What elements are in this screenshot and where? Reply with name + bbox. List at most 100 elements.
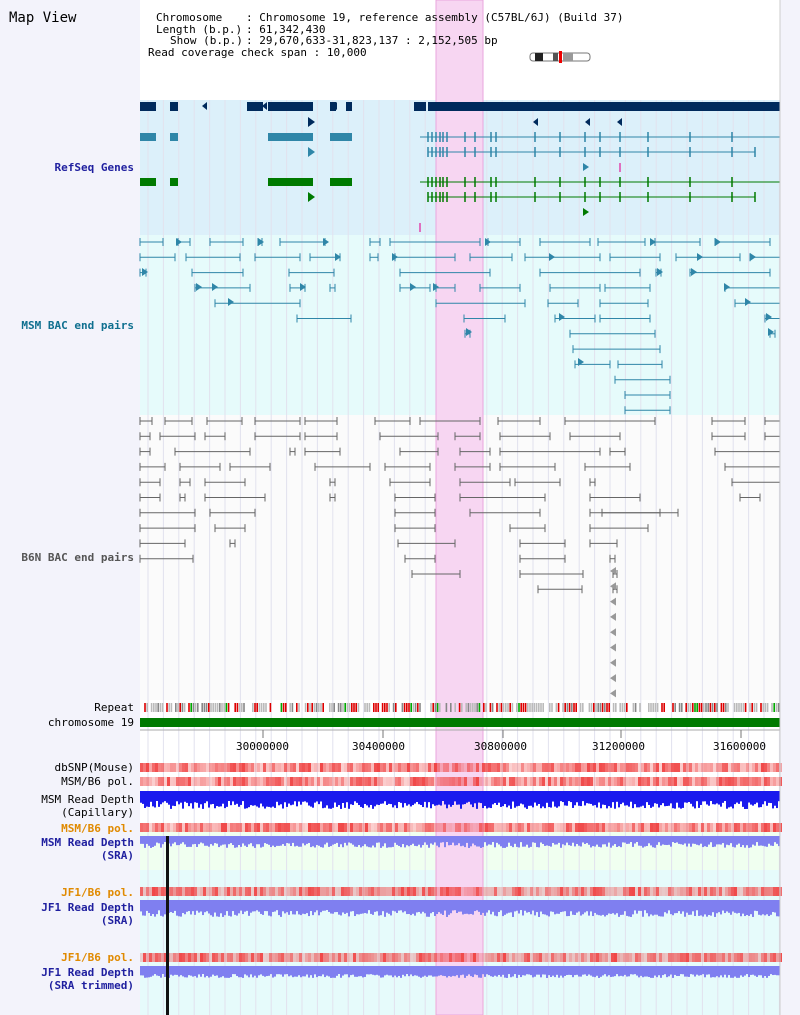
- msm-b6-pol-heat: [425, 777, 428, 786]
- jf1-sra-depth-bar: [320, 900, 322, 913]
- jf1-b6-pol-heat: [773, 887, 776, 896]
- msm-sra-depth-bar: [324, 836, 326, 845]
- jf1-b6-pol-2-heat: [224, 953, 227, 962]
- jf1-b6-pol-heat: [236, 887, 239, 896]
- msm-capillary-depth-bar: [692, 791, 694, 807]
- msm-capillary-depth-bar: [580, 791, 582, 807]
- track-label-msm-bac-end-pairs[interactable]: MSM BAC end pairs: [21, 319, 134, 332]
- repeat-element: [458, 703, 461, 712]
- msm-b6-pol-orange-heat: [248, 823, 251, 832]
- repeat-element: [320, 703, 322, 712]
- jf1-b6-pol-heat: [344, 887, 347, 896]
- jf1-sra-depth-bar: [160, 900, 162, 916]
- jf1-sra-depth-bar: [568, 900, 570, 917]
- msm-capillary-depth-bar: [232, 791, 234, 802]
- repeat-element: [566, 703, 569, 712]
- jf1-sra-depth-bar: [598, 900, 600, 916]
- track-label-refseq-genes[interactable]: RefSeq Genes: [54, 161, 134, 174]
- jf1-b6-pol-heat: [683, 887, 686, 896]
- jf1-sra-depth-bar: [582, 900, 584, 915]
- msm-capillary-depth-bar: [284, 791, 286, 803]
- repeat-element: [714, 703, 716, 712]
- jf1-trimmed-depth-bar: [600, 966, 602, 977]
- msm-sra-depth-bar: [210, 836, 212, 845]
- msm-b6-pol-orange-heat: [740, 823, 743, 832]
- jf1-sra-depth-bar: [242, 900, 244, 915]
- msm-b6-pol-heat: [623, 777, 626, 786]
- axis-tick-31200000: 31200000: [592, 740, 645, 753]
- jf1-sra-depth-bar: [480, 900, 482, 915]
- jf1-b6-pol-heat: [398, 887, 401, 896]
- msm-sra-depth-bar: [526, 836, 528, 845]
- jf1-sra-depth-bar: [470, 900, 472, 914]
- jf1-trimmed-depth-bar: [180, 966, 182, 976]
- jf1-b6-pol-heat: [623, 887, 626, 896]
- jf1-trimmed-depth-bar: [376, 966, 378, 975]
- msm-sra-depth-bar: [268, 836, 270, 845]
- jf1-trimmed-depth-bar: [778, 966, 780, 976]
- jf1-trimmed-depth-bar: [232, 966, 234, 975]
- jf1-trimmed-depth-bar: [458, 966, 460, 978]
- msm-b6-pol-heat: [707, 777, 710, 786]
- jf1-sra-depth-bar: [454, 900, 456, 911]
- dbsnp-heat: [350, 763, 353, 772]
- msm-b6-pol-heat: [320, 777, 323, 786]
- jf1-sra-depth-bar: [694, 900, 696, 917]
- msm-sra-depth-bar: [458, 836, 460, 844]
- jf1-trimmed-depth-bar: [648, 966, 650, 978]
- repeat-element: [672, 703, 674, 712]
- jf1-trimmed-depth-bar: [224, 966, 226, 978]
- jf1-trimmed-depth-bar: [718, 966, 720, 978]
- jf1-sra-depth-bar: [676, 900, 678, 914]
- msm-b6-pol-orange-heat: [659, 823, 662, 832]
- jf1-b6-pol-2-heat: [350, 953, 353, 962]
- msm-b6-pol-orange-heat: [620, 823, 623, 832]
- jf1-trimmed-depth-bar: [674, 966, 676, 975]
- jf1-b6-pol-2-heat: [545, 953, 548, 962]
- jf1-trimmed-depth-bar: [546, 966, 548, 978]
- jf1-trimmed-depth-bar: [474, 966, 476, 975]
- msm-capillary-depth-bar: [352, 791, 354, 805]
- msm-sra-depth-bar: [426, 836, 428, 845]
- jf1-trimmed-depth-bar: [676, 966, 678, 976]
- msm-b6-pol-heat: [749, 777, 752, 786]
- jf1-b6-pol-2-heat: [188, 953, 191, 962]
- jf1-trimmed-depth-bar: [216, 966, 218, 976]
- dbsnp-heat: [416, 763, 419, 772]
- msm-sra-depth-bar: [564, 836, 566, 846]
- jf1-sra-depth-bar: [566, 900, 568, 917]
- repeat-element: [656, 703, 659, 712]
- msm-capillary-depth-bar: [592, 791, 594, 806]
- track-label-b6n-bac-end-pairs[interactable]: B6N BAC end pairs: [21, 551, 134, 564]
- msm-capillary-depth-bar: [614, 791, 616, 809]
- jf1-trimmed-depth-bar: [746, 966, 748, 975]
- msm-capillary-depth-bar: [584, 791, 586, 806]
- jf1-trimmed-depth-bar: [308, 966, 310, 978]
- dbsnp-heat: [422, 763, 425, 772]
- msm-b6-pol-orange-heat: [155, 823, 158, 832]
- dbsnp-heat: [257, 763, 260, 772]
- jf1-sra-depth-bar: [232, 900, 234, 912]
- jf1-sra-depth-bar: [336, 900, 338, 913]
- jf1-b6-pol-2-heat: [548, 953, 551, 962]
- jf1-sra-depth-bar: [526, 900, 528, 913]
- jf1-sra-depth-bar: [738, 900, 740, 913]
- dbsnp-heat: [722, 763, 725, 772]
- msm-capillary-depth-bar: [428, 791, 430, 803]
- jf1-sra-depth-bar: [700, 900, 702, 916]
- repeat-element: [410, 703, 412, 712]
- msm-b6-pol-orange-heat: [239, 823, 242, 832]
- jf1-b6-pol-2-heat: [725, 953, 728, 962]
- dbsnp-heat: [176, 763, 179, 772]
- repeat-element: [542, 703, 544, 712]
- jf1-sra-depth-bar: [262, 900, 264, 915]
- repeat-element: [285, 703, 287, 712]
- jf1-sra-depth-bar: [718, 900, 720, 913]
- jf1-b6-pol-heat: [746, 887, 749, 896]
- msm-b6-pol-orange-heat: [404, 823, 407, 832]
- msm-sra-depth-bar: [648, 836, 650, 844]
- jf1-b6-pol-2-heat: [173, 953, 176, 962]
- msm-capillary-depth-bar: [708, 791, 710, 806]
- repeat-element: [742, 703, 745, 712]
- dbsnp-heat: [623, 763, 626, 772]
